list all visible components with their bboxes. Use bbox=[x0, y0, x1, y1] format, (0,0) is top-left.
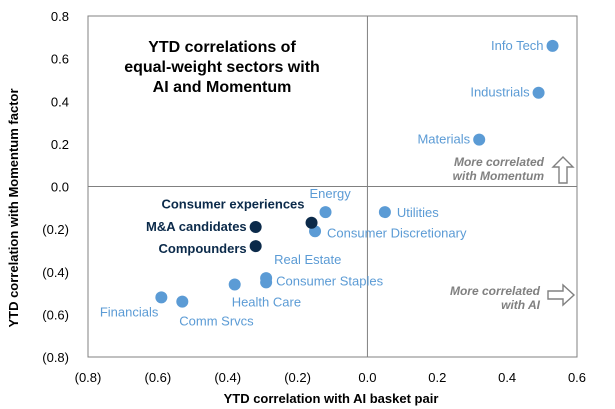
point-consumer-experiences bbox=[305, 216, 318, 229]
title-line: AI and Momentum bbox=[153, 79, 292, 96]
x-tick-label: (0.2) bbox=[284, 370, 311, 385]
label-compounders: Compounders bbox=[159, 241, 247, 256]
x-tick-label: 0.2 bbox=[428, 370, 446, 385]
y-tick-label: 0.2 bbox=[51, 137, 69, 152]
label-materials: Materials bbox=[417, 132, 470, 147]
label-consumer-discretionary: Consumer Discretionary bbox=[327, 225, 467, 240]
data-points bbox=[155, 39, 559, 308]
point-labels: Info Tech Industrials Materials Energy Utili… bbox=[100, 38, 544, 329]
point-consumer-staples bbox=[260, 276, 273, 289]
y-tick-label: (0.4) bbox=[42, 265, 69, 280]
label-consumer-experiences: Consumer experiences bbox=[161, 197, 304, 212]
x-axis-label: YTD correlation with AI basket pair bbox=[224, 391, 439, 406]
label-info-tech: Info Tech bbox=[491, 38, 544, 53]
y-tick-label: 0.4 bbox=[51, 94, 69, 109]
label-real-estate: Real Estate bbox=[274, 252, 341, 267]
y-tick-label: 0.0 bbox=[51, 180, 69, 195]
y-axis-label: YTD correlation with Momentum factor bbox=[6, 88, 21, 327]
y-tick-label: 0.8 bbox=[51, 9, 69, 24]
annotation-ai-text: with AI bbox=[501, 298, 541, 312]
point-compounders bbox=[249, 240, 262, 253]
point-energy bbox=[319, 206, 332, 219]
y-tick-label: (0.2) bbox=[42, 222, 69, 237]
label-industrials: Industrials bbox=[470, 85, 530, 100]
x-tick-label: (0.6) bbox=[144, 370, 171, 385]
arrow-right-icon bbox=[547, 283, 576, 307]
y-tick-label: 0.6 bbox=[51, 52, 69, 67]
x-tick-label: (0.8) bbox=[75, 370, 102, 385]
label-health-care: Health Care bbox=[232, 295, 301, 310]
axes bbox=[87, 15, 578, 358]
y-tick-label: (0.8) bbox=[42, 350, 69, 365]
point-info-tech bbox=[546, 39, 559, 52]
x-tick-label: (0.4) bbox=[214, 370, 241, 385]
x-tick-label: 0.4 bbox=[498, 370, 516, 385]
point-utilities bbox=[378, 206, 391, 219]
annotation-momentum-text: with Momentum bbox=[453, 169, 545, 183]
chart-title: YTD correlations of equal-weight sectors … bbox=[124, 39, 320, 96]
title-line: YTD correlations of bbox=[148, 39, 296, 56]
label-consumer-staples: Consumer Staples bbox=[276, 273, 383, 288]
tick-labels: (0.8) (0.6) (0.4) (0.2) 0.0 0.2 0.4 0.6 0.8 0.6 0.… bbox=[42, 9, 586, 385]
annotation-momentum-text: More correlated bbox=[454, 155, 545, 169]
point-m-a-candidates bbox=[249, 220, 262, 233]
point-industrials bbox=[532, 86, 545, 99]
annotation-ai-text: More correlated bbox=[450, 284, 541, 298]
label-financials: Financials bbox=[100, 304, 159, 319]
label-energy: Energy bbox=[310, 186, 352, 201]
point-materials bbox=[473, 133, 486, 146]
label-utilities: Utilities bbox=[397, 205, 439, 220]
point-comm-srvcs bbox=[176, 295, 189, 308]
x-tick-label: 0.6 bbox=[568, 370, 586, 385]
x-tick-label: 0.0 bbox=[358, 370, 376, 385]
title-line: equal-weight sectors with bbox=[124, 59, 320, 76]
point-financials bbox=[155, 291, 168, 304]
point-health-care bbox=[228, 278, 241, 291]
arrow-up-icon bbox=[551, 156, 575, 184]
y-tick-label: (0.6) bbox=[42, 307, 69, 322]
label-m-a-candidates: M&A candidates bbox=[146, 219, 247, 234]
label-comm-srvcs: Comm Srvcs bbox=[179, 314, 254, 329]
